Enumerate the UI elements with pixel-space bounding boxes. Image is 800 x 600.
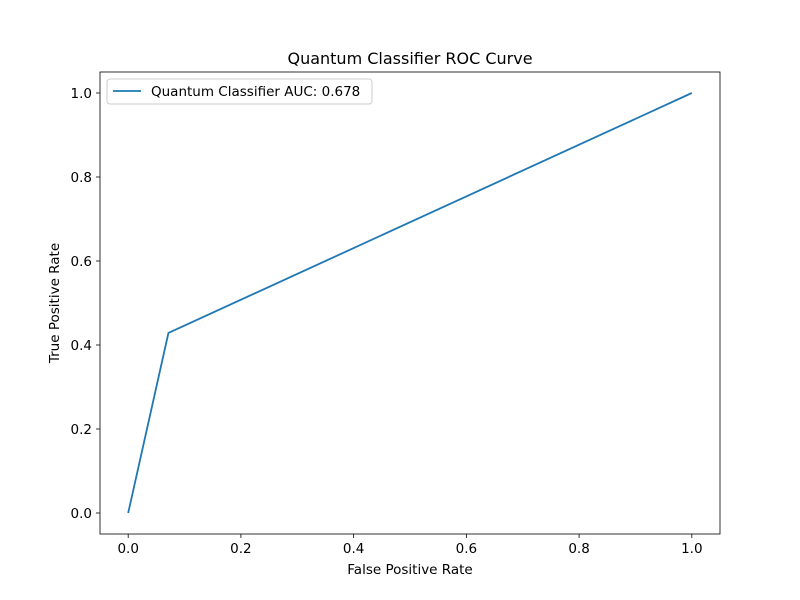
y-tick-label: 0.0: [71, 506, 92, 522]
x-tick-label: 0.0: [117, 541, 138, 557]
y-tick-label: 0.2: [71, 422, 92, 438]
x-tick-label: 0.4: [343, 541, 364, 557]
y-tick-label: 0.4: [71, 338, 92, 354]
x-tick-label: 0.2: [230, 541, 251, 557]
y-tick-label: 0.6: [71, 254, 92, 270]
plot-area: [99, 71, 721, 535]
x-tick-label: 1.0: [681, 541, 702, 557]
series-line-roc: [127, 92, 693, 514]
series-layer: [127, 92, 693, 514]
y-tick-label: 0.8: [71, 170, 92, 186]
x-axis-label: False Positive Rate: [347, 562, 472, 578]
y-tick-label: 1.0: [71, 86, 92, 102]
plot-frame: [99, 71, 721, 535]
x-tick-label: 0.8: [568, 541, 589, 557]
x-tick-label: 0.6: [456, 541, 477, 557]
legend-box: [106, 78, 373, 105]
legend: Quantum Classifier AUC: 0.678: [106, 78, 373, 105]
x-axis-ticks: 0.0 0.2 0.4 0.6 0.8 1.0: [117, 534, 703, 557]
y-axis-label: True Positive Rate: [47, 243, 63, 364]
chart-title: Quantum Classifier ROC Curve: [287, 49, 532, 68]
legend-entry-label: Quantum Classifier AUC: 0.678: [151, 84, 360, 100]
y-axis-ticks: 0.0 0.2 0.4 0.6 0.8 1.0: [71, 86, 100, 522]
